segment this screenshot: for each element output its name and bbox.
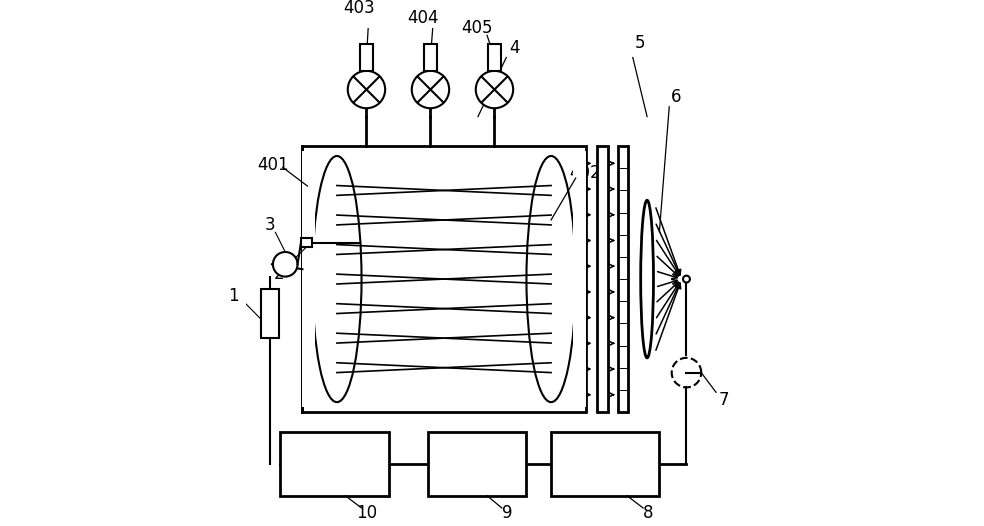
- Bar: [597, 146, 608, 412]
- Bar: [302, 151, 315, 407]
- Text: 404: 404: [407, 9, 439, 27]
- Text: 2: 2: [274, 265, 284, 283]
- Text: 6: 6: [671, 88, 682, 106]
- Text: 10: 10: [356, 504, 378, 522]
- Bar: [302, 146, 585, 412]
- Text: 405: 405: [461, 19, 493, 37]
- Text: 3: 3: [265, 216, 276, 234]
- Circle shape: [683, 276, 690, 282]
- Text: 403: 403: [343, 0, 375, 17]
- Text: 5: 5: [635, 34, 646, 52]
- Text: 401: 401: [257, 156, 288, 174]
- Circle shape: [475, 71, 514, 108]
- Bar: [428, 432, 526, 495]
- Text: 402: 402: [570, 164, 601, 181]
- Circle shape: [273, 252, 297, 277]
- Bar: [280, 432, 389, 495]
- Bar: [423, 44, 437, 71]
- Bar: [551, 432, 659, 495]
- Text: 4: 4: [510, 39, 520, 57]
- Bar: [487, 44, 502, 71]
- Text: 8: 8: [644, 504, 653, 522]
- Text: 1: 1: [228, 287, 239, 305]
- Bar: [618, 146, 629, 412]
- Ellipse shape: [526, 156, 576, 402]
- Ellipse shape: [312, 156, 361, 402]
- Bar: [301, 238, 312, 247]
- Bar: [359, 44, 373, 71]
- Bar: [574, 151, 585, 407]
- Ellipse shape: [641, 200, 653, 358]
- Circle shape: [411, 71, 449, 108]
- Text: 9: 9: [502, 504, 512, 522]
- Bar: [261, 289, 279, 338]
- Text: 7: 7: [718, 391, 728, 409]
- Circle shape: [347, 71, 385, 108]
